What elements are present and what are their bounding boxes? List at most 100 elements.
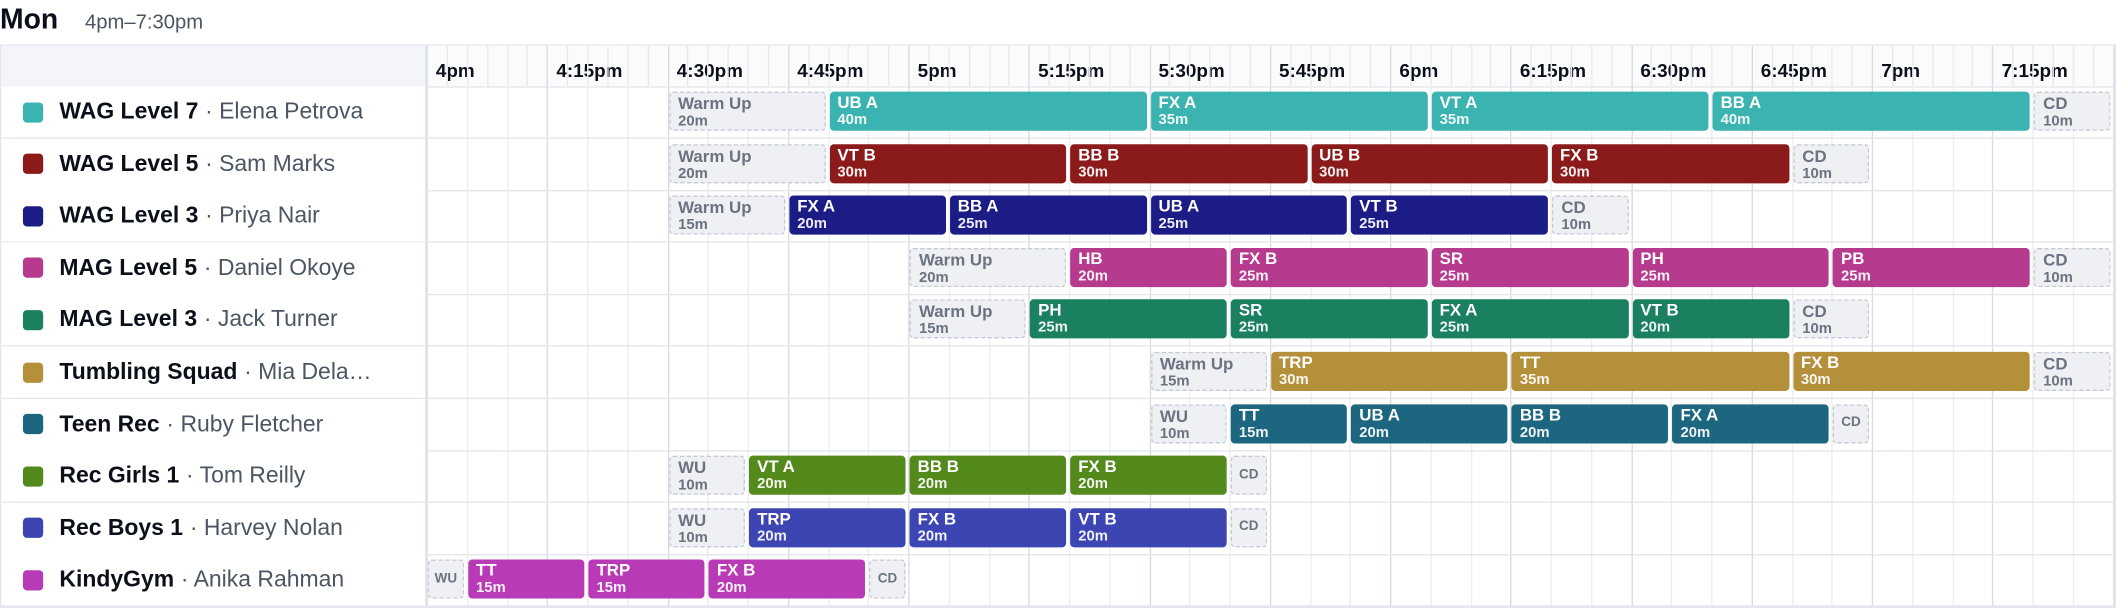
session-block[interactable]: BB B 30m	[1070, 143, 1307, 183]
session-block[interactable]: BB B 20m	[1511, 403, 1669, 443]
group-label[interactable]: MAG Level 3 · Jack Turner	[1, 294, 427, 346]
session-block[interactable]: BB A 25m	[949, 195, 1147, 235]
header-tick	[1369, 45, 1372, 87]
session-block[interactable]: FX A 20m	[789, 195, 946, 235]
group-label[interactable]: WAG Level 3 · Priya Nair	[1, 190, 427, 242]
session-label: CD	[1239, 467, 1259, 483]
grid-line-major	[1630, 45, 1633, 607]
session-block[interactable]: FX B 20m	[1070, 455, 1227, 496]
session-block[interactable]: TRP 30m	[1270, 351, 1508, 391]
group-label[interactable]: WAG Level 5 · Sam Marks	[1, 138, 427, 190]
warmup-cooldown-block[interactable]: Warm Up 20m	[668, 91, 826, 131]
session-label: VT A	[757, 457, 795, 477]
warmup-cooldown-block[interactable]: Warm Up 20m	[668, 143, 826, 183]
session-block[interactable]: VT B 30m	[829, 143, 1067, 183]
cooldown-chip[interactable]: WU	[427, 559, 464, 600]
warmup-cooldown-block[interactable]: CD 10m	[1551, 195, 1629, 235]
group-name: Rec Boys 1	[59, 514, 184, 541]
session-duration: 15m	[919, 321, 949, 338]
header-tick	[526, 45, 529, 87]
group-label[interactable]: MAG Level 5 · Daniel Okoye	[1, 242, 427, 294]
session-block[interactable]: TRP 15m	[588, 559, 705, 600]
session-block[interactable]: VT A 35m	[1431, 91, 1709, 131]
header-tick	[727, 45, 729, 87]
session-block[interactable]: TT 35m	[1511, 351, 1789, 391]
warmup-cooldown-block[interactable]: Warm Up 15m	[909, 299, 1026, 339]
session-label: Warm Up	[919, 302, 993, 322]
session-block[interactable]: VT A 20m	[748, 455, 906, 496]
session-block[interactable]: TT 15m	[467, 559, 585, 600]
cooldown-chip[interactable]: CD	[869, 559, 906, 600]
session-block[interactable]: FX B 30m	[1551, 143, 1789, 183]
timeline-tick-label: 5:15pm	[1038, 59, 1105, 81]
group-color-swatch	[22, 257, 44, 279]
session-block[interactable]: UB B 30m	[1311, 143, 1548, 183]
warmup-cooldown-block[interactable]: Warm Up 15m	[668, 195, 786, 235]
warmup-cooldown-block[interactable]: CD 10m	[2033, 91, 2110, 131]
group-name: WAG Level 3	[59, 202, 199, 229]
session-block[interactable]: PH 25m	[1632, 247, 1829, 287]
warmup-cooldown-block[interactable]: WU 10m	[668, 507, 745, 548]
warmup-cooldown-block[interactable]: CD 10m	[2033, 351, 2110, 391]
warmup-cooldown-block[interactable]: Warm Up 15m	[1150, 351, 1267, 391]
day-time-range: 4pm–7:30pm	[85, 10, 204, 34]
session-block[interactable]: BB A 40m	[1712, 91, 2030, 131]
session-block[interactable]: UB A 25m	[1150, 195, 1348, 235]
session-duration: 20m	[757, 476, 787, 493]
session-duration: 20m	[1078, 476, 1108, 493]
warmup-cooldown-block[interactable]: CD 10m	[1792, 299, 1870, 339]
session-block[interactable]: SR 25m	[1230, 299, 1428, 339]
session-block[interactable]: FX B 30m	[1792, 351, 2030, 391]
warmup-cooldown-block[interactable]: CD 10m	[2033, 247, 2110, 287]
session-block[interactable]: PH 25m	[1030, 299, 1227, 339]
warmup-cooldown-block[interactable]: WU 10m	[1150, 403, 1227, 443]
grid-line-major	[1992, 45, 1994, 607]
timeline-tick-label: 7:15pm	[2001, 59, 2068, 81]
group-label[interactable]: Teen Rec · Ruby Fletcher	[1, 398, 427, 450]
session-duration: 20m	[917, 476, 948, 493]
session-duration: 20m	[678, 113, 708, 130]
session-block[interactable]: FX A 25m	[1431, 299, 1629, 339]
cooldown-chip[interactable]: CD	[1230, 455, 1267, 496]
group-label[interactable]: KindyGym · Anika Rahman	[1, 554, 427, 606]
session-block[interactable]: TRP 20m	[748, 507, 906, 548]
warmup-cooldown-block[interactable]: CD 10m	[1792, 143, 1870, 183]
grid-line-minor	[1791, 45, 1793, 607]
session-block[interactable]: HB 20m	[1070, 247, 1227, 287]
session-block[interactable]: FX A 35m	[1150, 91, 1428, 131]
cooldown-chip[interactable]: CD	[1230, 507, 1267, 548]
cooldown-chip[interactable]: CD	[1832, 403, 1870, 443]
group-label[interactable]: Rec Girls 1 · Tom Reilly	[1, 450, 427, 502]
session-block[interactable]: UB A 20m	[1351, 403, 1508, 443]
grid-line-major	[667, 45, 669, 607]
group-label[interactable]: WAG Level 7 · Elena Petrova	[1, 86, 427, 138]
session-block[interactable]: UB A 40m	[829, 91, 1147, 131]
group-label[interactable]: Rec Boys 1 · Harvey Nolan	[1, 502, 427, 554]
session-label: PB	[1841, 249, 1865, 268]
session-block[interactable]: PB 25m	[1832, 247, 2030, 287]
session-label: FX A	[1158, 93, 1197, 112]
warmup-cooldown-block[interactable]: Warm Up 20m	[909, 247, 1067, 287]
session-duration: 20m	[797, 215, 827, 233]
session-block[interactable]: VT B 20m	[1632, 299, 1789, 339]
session-block[interactable]: BB B 20m	[909, 455, 1067, 496]
grid-line-major	[1028, 45, 1031, 607]
session-duration: 20m	[1519, 424, 1550, 441]
warmup-cooldown-block[interactable]: WU 10m	[668, 455, 745, 496]
session-duration: 20m	[919, 269, 949, 286]
session-duration: 15m	[596, 580, 627, 597]
session-block[interactable]: FX B 20m	[909, 507, 1067, 548]
session-duration: 20m	[1359, 424, 1390, 441]
session-block[interactable]: VT B 20m	[1070, 507, 1227, 548]
session-block[interactable]: VT B 25m	[1351, 195, 1548, 235]
session-block[interactable]: TT 15m	[1230, 403, 1348, 443]
day-header: Mon 4pm–7:30pm	[0, 0, 2116, 43]
session-label: CD	[2043, 354, 2068, 374]
session-block[interactable]: FX B 25m	[1230, 247, 1428, 287]
session-block[interactable]: FX B 20m	[708, 559, 866, 600]
grid-line-minor	[1952, 45, 1954, 607]
session-block[interactable]: FX A 20m	[1672, 403, 1829, 443]
group-label[interactable]: Tumbling Squad · Mia Dela…	[1, 346, 427, 398]
session-block[interactable]: SR 25m	[1431, 247, 1629, 287]
